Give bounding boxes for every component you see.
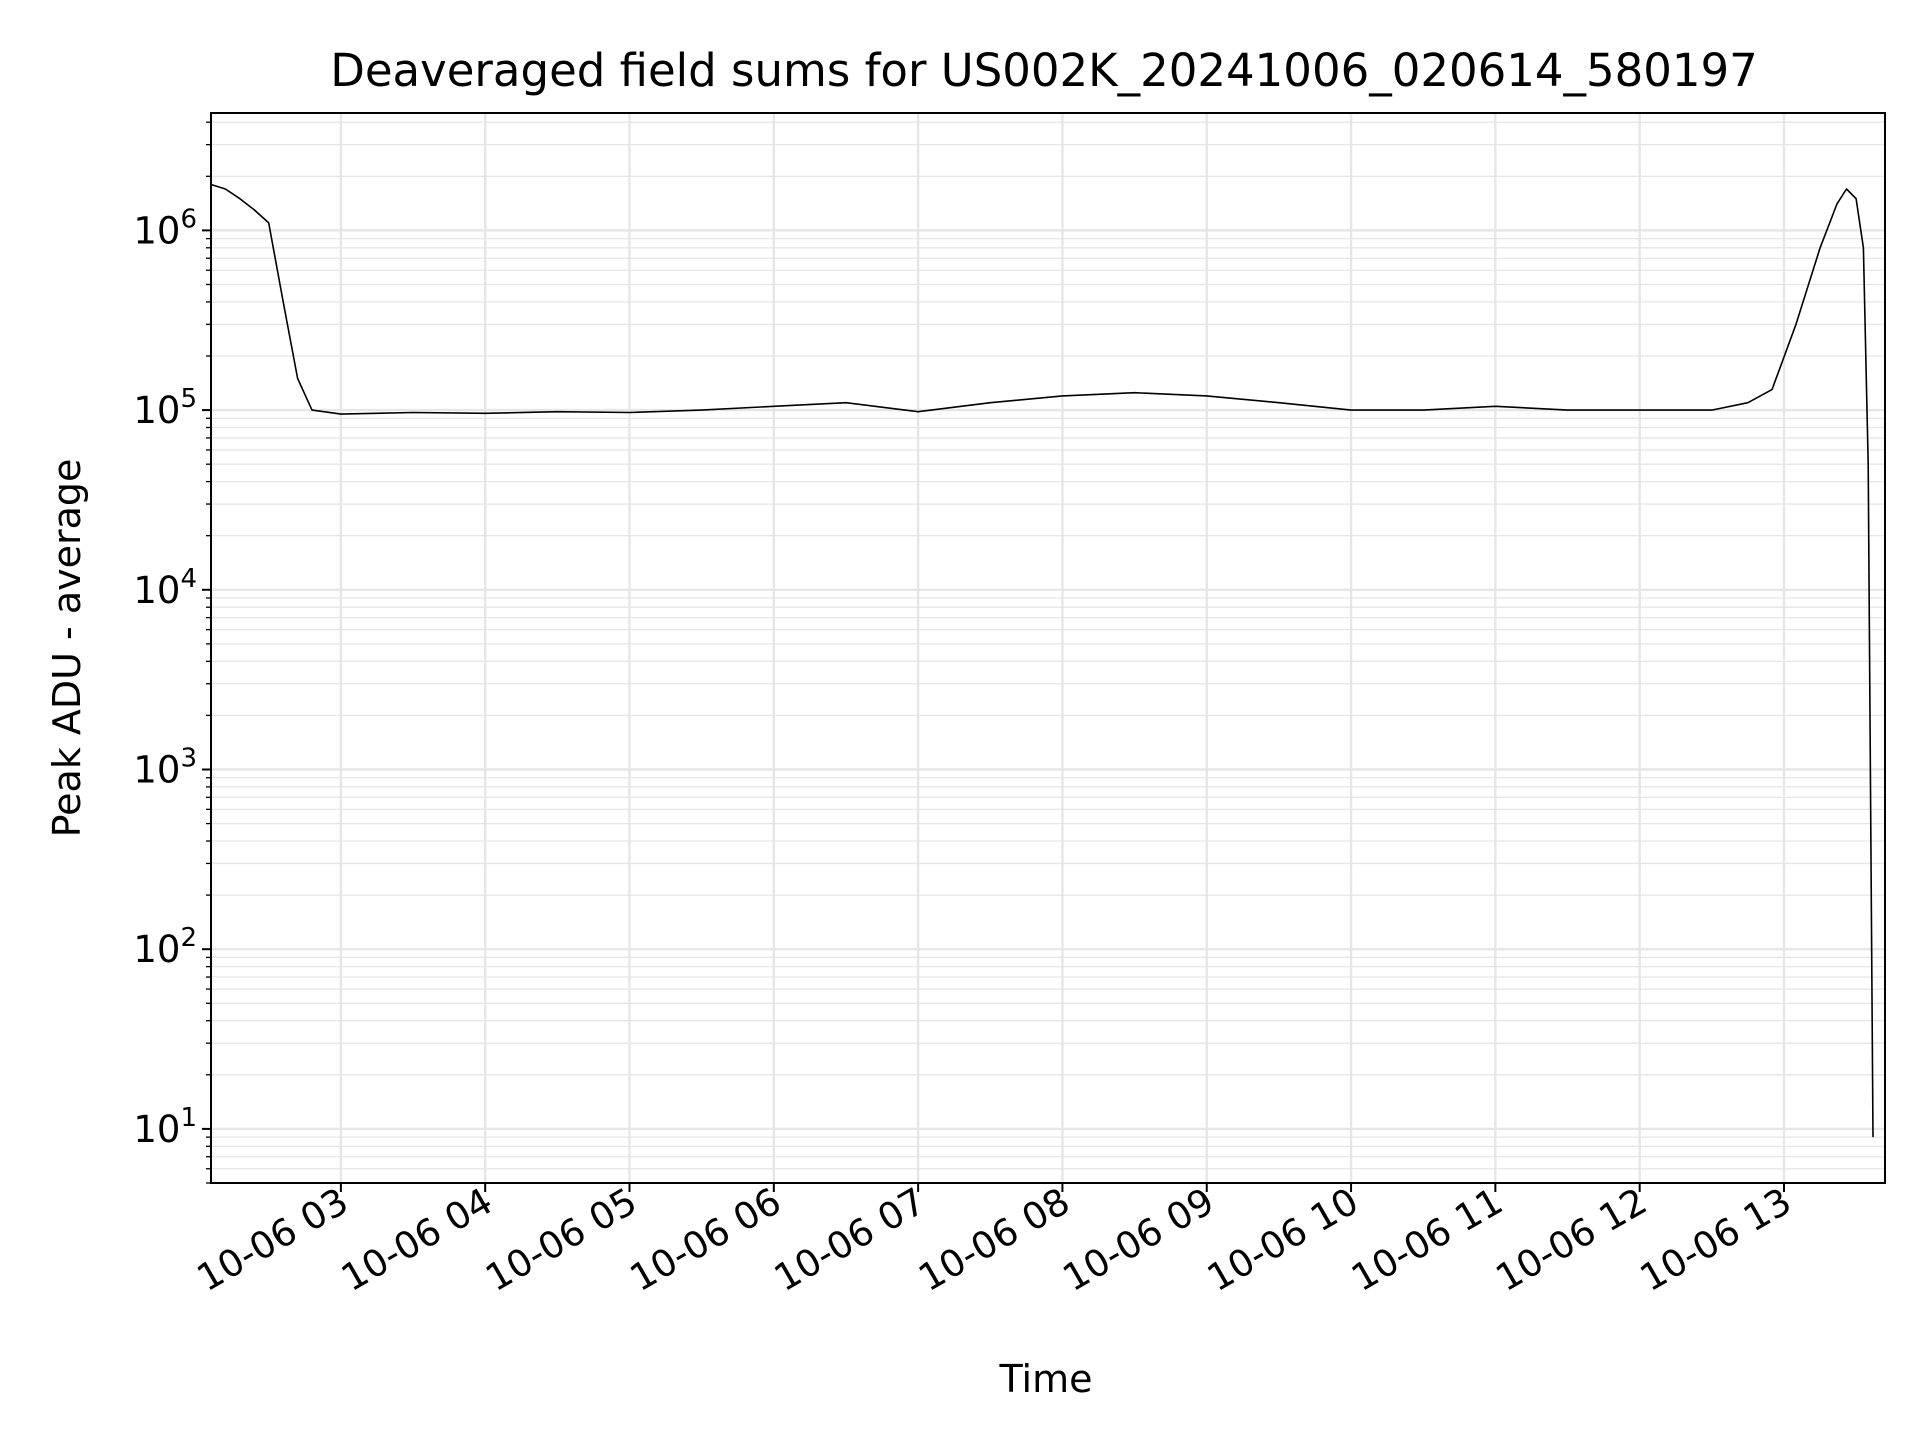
y-tick-exponent: 2: [180, 923, 197, 953]
y-tick-exponent: 6: [180, 204, 197, 234]
y-tick-label: 101: [133, 1103, 197, 1151]
chart-title: Deaveraged field sums for US002K_2024100…: [330, 44, 1758, 97]
y-tick-exponent: 4: [180, 564, 197, 594]
y-tick-exponent: 3: [180, 743, 197, 773]
y-tick-exponent: 5: [180, 384, 197, 414]
data-layer: [210, 183, 1874, 1138]
grid: [211, 113, 1885, 1184]
plot-frame: [210, 112, 1886, 1184]
x-axis-label: Time: [999, 1357, 1093, 1401]
y-axis-label: Peak ADU - average: [45, 459, 89, 838]
series-line-0: [210, 183, 1874, 1138]
y-tick-label: 103: [133, 743, 197, 791]
y-tick-exponent: 1: [180, 1103, 197, 1133]
